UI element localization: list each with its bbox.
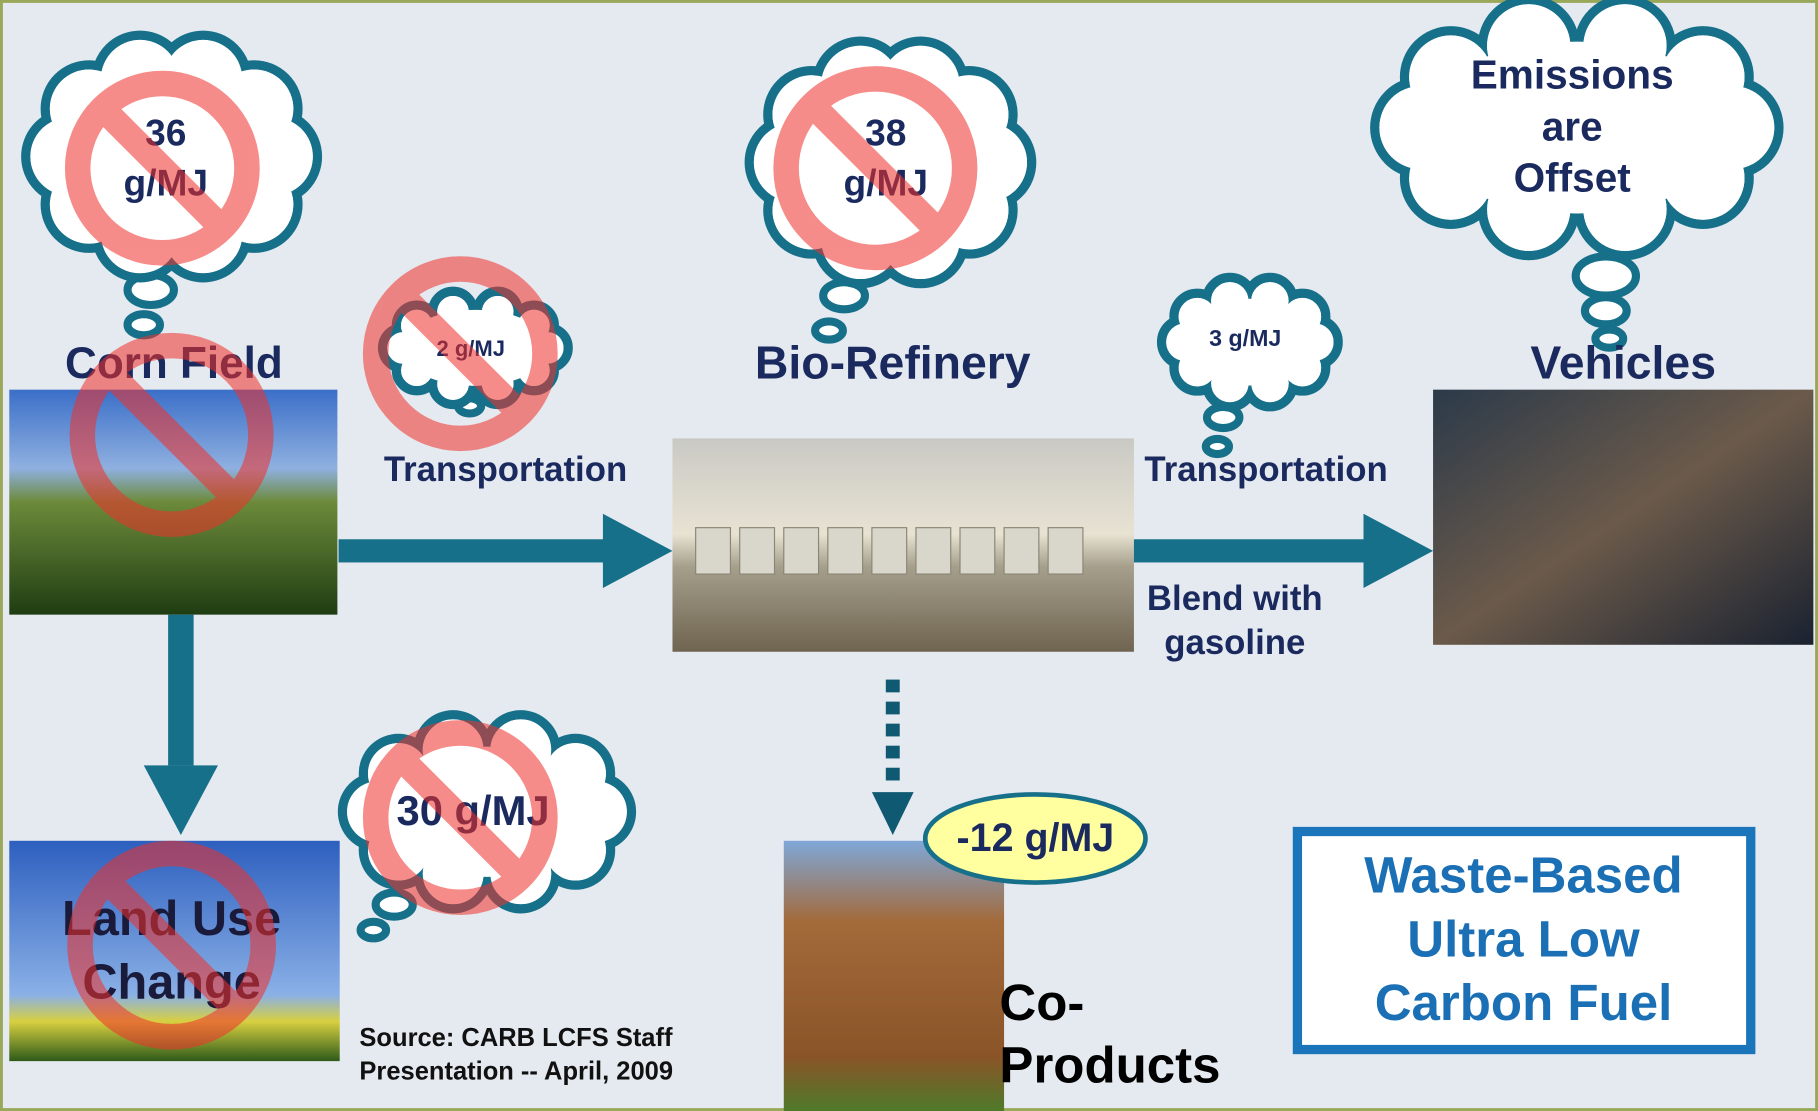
silo [740, 528, 775, 574]
co-products-photo [784, 841, 1004, 1111]
node-label: Co- [999, 974, 1084, 1031]
dashed-arrow-segment [886, 768, 900, 781]
dashed-arrow-segment [886, 724, 900, 737]
node-label: Vehicles [1530, 337, 1716, 389]
arrow-shaft [168, 615, 194, 766]
thought-bubble [361, 922, 387, 939]
cloud-text: 3 g/MJ [1209, 325, 1281, 351]
node-label: Bio-Refinery [755, 337, 1031, 389]
diagram: 36g/MJ2 g/MJ38g/MJ3 g/MJEmissionsareOffs… [0, 0, 1818, 1111]
dashed-arrow-segment [886, 680, 900, 693]
arrow-shaft [1134, 539, 1369, 562]
cloud-text: Offset [1514, 155, 1632, 201]
edge-label: Blend with [1147, 580, 1323, 618]
vehicle-photo [1433, 390, 1813, 645]
thought-bubble [128, 314, 160, 335]
callout-text: Carbon Fuel [1375, 974, 1673, 1031]
thought-bubble [1576, 256, 1636, 295]
edge-label: gasoline [1164, 624, 1305, 662]
arrow-shaft [339, 539, 609, 562]
diagram-layer: 36g/MJ2 g/MJ38g/MJ3 g/MJEmissionsareOffs… [9, 0, 1813, 1111]
silo [960, 528, 995, 574]
thought-bubble [1585, 297, 1627, 324]
callout-text: Ultra Low [1407, 910, 1640, 967]
edge-label: Transportation [384, 451, 627, 489]
silo [1048, 528, 1083, 574]
source-text: Source: CARB LCFS Staff [359, 1024, 673, 1052]
cloud-text: are [1542, 104, 1603, 150]
silo [916, 528, 951, 574]
edge-label: Transportation [1144, 451, 1387, 489]
silo [872, 528, 907, 574]
silo [828, 528, 863, 574]
node-label: Products [999, 1037, 1220, 1094]
cloud-text: Emissions [1471, 51, 1674, 97]
credit-text: -12 g/MJ [957, 816, 1115, 860]
silo [1004, 528, 1039, 574]
source-text: Presentation -- April, 2009 [359, 1057, 673, 1085]
page: 36g/MJ2 g/MJ38g/MJ3 g/MJEmissionsareOffs… [0, 0, 1818, 1111]
dashed-arrow-segment [886, 746, 900, 759]
silo [696, 528, 731, 574]
callout-text: Waste-Based [1364, 847, 1682, 904]
dashed-arrow-segment [886, 702, 900, 715]
silo [784, 528, 819, 574]
